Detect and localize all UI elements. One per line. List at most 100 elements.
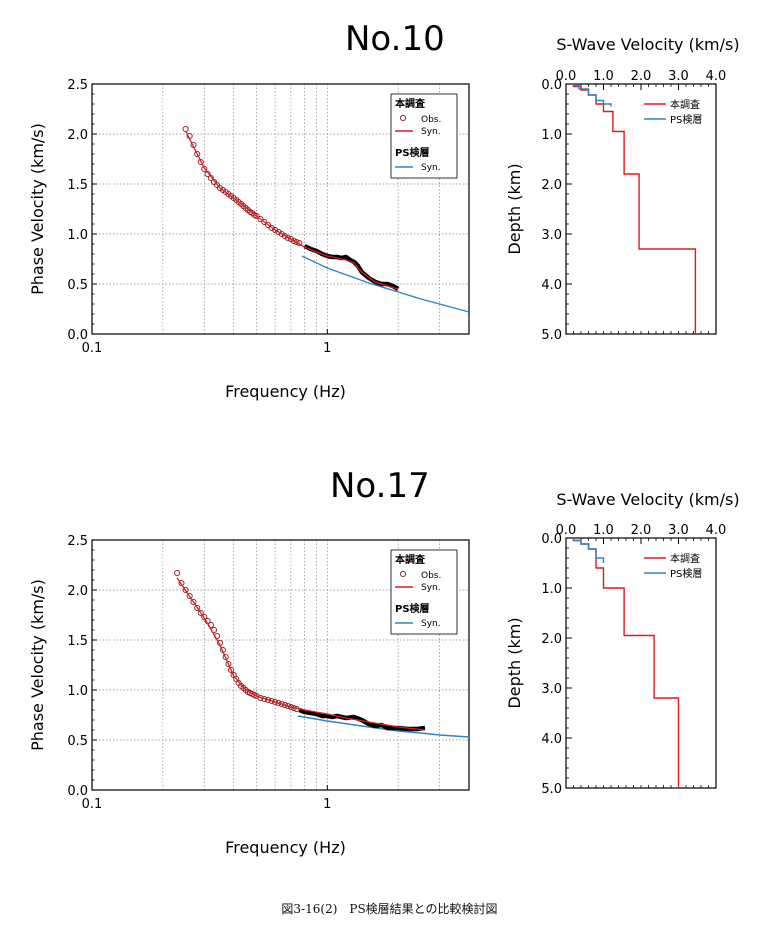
obs-point <box>186 592 193 600</box>
obs-point <box>284 702 291 710</box>
obs-point <box>197 158 204 166</box>
obs-point <box>268 224 275 232</box>
legend-obs-marker <box>399 570 407 578</box>
legend-box <box>390 93 458 179</box>
y-tick-label: 1.5 <box>67 634 88 649</box>
profile-y-tick-label: 0.0 <box>541 532 562 547</box>
obs-point <box>222 653 229 661</box>
profile-x-tick-label: 4.0 <box>706 69 727 84</box>
plot-frame <box>91 83 470 335</box>
y-tick-label: 2.0 <box>67 584 88 599</box>
obs-point <box>201 165 208 173</box>
x-axis-label: Frequency (Hz) <box>225 838 346 857</box>
x-tick-label: 0.1 <box>82 797 103 812</box>
profile-title: S-Wave Velocity (km/s) <box>556 35 739 54</box>
profile-x-tick-label: 0.0 <box>556 523 577 538</box>
obs-dense-line <box>298 707 426 732</box>
obs-point <box>257 215 264 223</box>
obs-point <box>253 212 260 220</box>
x-tick-label: 1 <box>323 341 331 356</box>
legend-obs-label: Obs. <box>421 115 441 125</box>
obs-point <box>281 701 288 709</box>
legend-syn-label: Syn. <box>421 127 441 137</box>
x-tick-label: 1 <box>323 797 331 812</box>
y-tick-label: 1.0 <box>67 684 88 699</box>
station-title: No.17 <box>330 466 430 506</box>
profile-legend-ps-logging-label: PS検層 <box>670 113 702 126</box>
profile-y-tick-label: 3.0 <box>541 682 562 697</box>
legend-obs-marker <box>399 114 407 122</box>
y-tick-label: 2.5 <box>67 78 88 93</box>
obs-point <box>272 698 279 706</box>
obs-point <box>275 699 282 707</box>
profile-x-tick-label: 1.0 <box>593 523 614 538</box>
legend-obs-label: Obs. <box>421 571 441 581</box>
legend-syn-label: Syn. <box>421 583 441 593</box>
y-axis-label: Phase Velocity (km/s) <box>28 123 47 295</box>
profile-y-tick-label: 0.0 <box>541 78 562 93</box>
profile-y-tick-label: 5.0 <box>541 782 562 797</box>
figure-caption: 図3-16(2) PS検層結果との比較検討図 <box>281 902 498 916</box>
profile-y-tick-label: 2.0 <box>541 632 562 647</box>
profile-legend-this-study-label: 本調査 <box>670 552 700 565</box>
ps-logging-syn-line <box>301 255 470 313</box>
legend-ps-syn-label: Syn. <box>421 619 441 629</box>
y-axis-label: Phase Velocity (km/s) <box>28 579 47 751</box>
this-study-syn-line <box>185 130 399 290</box>
ps-logging-vs-profile <box>572 84 612 107</box>
profile-y-axis-label: Depth (km) <box>505 617 524 708</box>
profile-legend-ps-logging-label: PS検層 <box>670 567 702 580</box>
legend-ps-syn-label: Syn. <box>421 163 441 173</box>
legend-box <box>390 549 458 635</box>
y-tick-label: 2.0 <box>67 128 88 143</box>
obs-point <box>182 125 189 133</box>
obs-point <box>194 150 201 158</box>
legend-group-ps-logging: PS検層 <box>395 146 430 159</box>
profile-y-tick-label: 2.0 <box>541 178 562 193</box>
profile-x-tick-label: 2.0 <box>631 523 652 538</box>
obs-point <box>261 218 268 226</box>
obs-point <box>194 604 201 612</box>
ps-logging-syn-line <box>297 715 470 738</box>
profile-x-tick-label: 1.0 <box>593 69 614 84</box>
ps-logging-vs-profile <box>572 538 605 563</box>
obs-point <box>281 232 288 240</box>
this-study-syn-line <box>176 577 426 731</box>
legend-group-this-study: 本調査 <box>395 97 426 110</box>
profile-y-tick-label: 3.0 <box>541 228 562 243</box>
profile-legend-this-study-label: 本調査 <box>670 98 700 111</box>
profile-y-tick-label: 1.0 <box>541 128 562 143</box>
obs-point <box>190 598 197 606</box>
obs-point <box>182 586 189 594</box>
legend-group-this-study: 本調査 <box>395 553 426 566</box>
obs-point <box>284 234 291 242</box>
y-tick-label: 1.5 <box>67 178 88 193</box>
this-study-vs-profile <box>572 538 680 788</box>
profile-x-tick-label: 3.0 <box>668 523 689 538</box>
obs-point <box>272 226 279 234</box>
obs-point <box>265 221 272 229</box>
obs-point <box>197 609 204 617</box>
profile-y-tick-label: 1.0 <box>541 582 562 597</box>
profile-x-tick-label: 4.0 <box>706 523 727 538</box>
obs-point <box>290 237 297 245</box>
y-tick-label: 0.0 <box>67 328 88 343</box>
obs-point <box>278 700 285 708</box>
obs-point <box>268 697 275 705</box>
y-tick-label: 0.5 <box>67 278 88 293</box>
obs-point <box>275 228 282 236</box>
obs-point <box>174 569 181 577</box>
y-tick-label: 1.0 <box>67 228 88 243</box>
legend-group-ps-logging: PS検層 <box>395 602 430 615</box>
profile-x-tick-label: 2.0 <box>631 69 652 84</box>
profile-y-tick-label: 4.0 <box>541 732 562 747</box>
obs-point <box>228 666 235 674</box>
obs-point <box>278 230 285 238</box>
plot-frame <box>91 539 470 791</box>
x-axis-label: Frequency (Hz) <box>225 382 346 401</box>
profile-y-tick-label: 5.0 <box>541 328 562 343</box>
x-tick-label: 0.1 <box>82 341 103 356</box>
profile-title: S-Wave Velocity (km/s) <box>556 490 739 509</box>
obs-point <box>225 660 232 668</box>
